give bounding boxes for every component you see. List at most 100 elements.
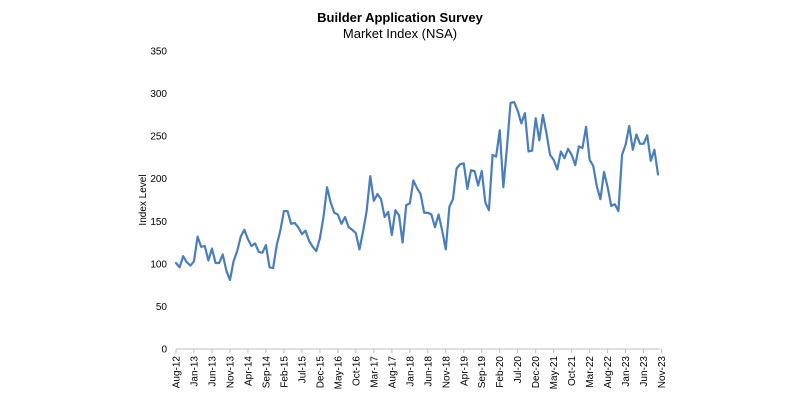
- data-point: [560, 150, 562, 152]
- data-point: [333, 212, 335, 214]
- data-point: [531, 149, 533, 151]
- data-point: [513, 101, 515, 103]
- x-tick-label: Jul-15: [297, 356, 308, 384]
- data-point: [646, 134, 648, 136]
- data-point: [387, 211, 389, 213]
- x-tick-label: May-21: [549, 356, 560, 390]
- data-point: [193, 260, 195, 262]
- x-tick-label: Mar-17: [369, 356, 380, 388]
- y-axis-label: Index Level: [138, 174, 149, 225]
- data-point: [552, 159, 554, 161]
- data-point: [520, 122, 522, 124]
- y-tick-label: 0: [161, 345, 167, 356]
- data-point: [204, 245, 206, 247]
- data-point: [265, 244, 267, 246]
- data-point: [610, 205, 612, 207]
- data-point: [329, 201, 331, 203]
- data-point: [369, 175, 371, 177]
- data-point: [452, 198, 454, 200]
- data-point: [200, 246, 202, 248]
- data-point: [549, 154, 551, 156]
- data-point: [570, 154, 572, 156]
- data-point: [535, 117, 537, 119]
- data-point: [459, 163, 461, 165]
- y-tick-label: 350: [150, 47, 167, 58]
- data-point: [254, 242, 256, 244]
- data-point: [466, 188, 468, 190]
- y-tick-label: 200: [150, 174, 167, 185]
- y-tick-label: 150: [150, 217, 167, 228]
- data-point: [214, 262, 216, 264]
- data-point: [196, 235, 198, 237]
- data-point: [315, 250, 317, 252]
- x-tick-label: Nov-13: [225, 356, 236, 389]
- data-point: [628, 125, 630, 127]
- data-point: [394, 209, 396, 211]
- data-point: [621, 154, 623, 156]
- chart-subtitle: Market Index (NSA): [343, 26, 457, 41]
- x-tick-label: Feb-15: [279, 356, 290, 388]
- data-point: [527, 150, 529, 152]
- data-point: [311, 246, 313, 248]
- x-tick-label: Jun-18: [423, 356, 434, 387]
- data-point: [243, 229, 245, 231]
- data-point: [419, 193, 421, 195]
- data-point: [373, 200, 375, 202]
- data-point: [283, 210, 285, 212]
- data-point: [509, 102, 511, 104]
- data-point: [358, 248, 360, 250]
- data-point: [401, 241, 403, 243]
- data-point: [380, 198, 382, 200]
- x-tick-label: Aug-17: [387, 356, 398, 389]
- data-point: [495, 155, 497, 157]
- data-point: [229, 279, 231, 281]
- data-point: [232, 260, 234, 262]
- x-tick-label: Oct-16: [351, 356, 362, 386]
- data-point: [484, 201, 486, 203]
- data-point: [186, 261, 188, 263]
- data-point: [624, 143, 626, 145]
- data-point: [427, 212, 429, 214]
- data-point: [455, 167, 457, 169]
- data-point: [434, 226, 436, 228]
- x-tick-label: Jan-23: [621, 356, 632, 387]
- data-point: [524, 112, 526, 114]
- data-point: [301, 233, 303, 235]
- x-tick-label: Nov-23: [657, 356, 668, 389]
- data-point: [351, 229, 353, 231]
- data-point: [639, 143, 641, 145]
- y-tick-label: 100: [150, 259, 167, 270]
- series-line-market-index: [174, 100, 660, 282]
- x-tick-label: Oct-21: [567, 356, 578, 386]
- data-point: [297, 226, 299, 228]
- data-point: [477, 184, 479, 186]
- data-point: [463, 162, 465, 164]
- data-point: [207, 259, 209, 261]
- data-point: [588, 159, 590, 161]
- data-point: [603, 171, 605, 173]
- x-tick-label: Dec-15: [315, 356, 326, 389]
- data-point: [614, 203, 616, 205]
- y-axis-ticks: 0 50 100 150 200 250 300 350: [150, 47, 167, 356]
- data-point: [340, 223, 342, 225]
- data-point: [286, 210, 288, 212]
- data-point: [430, 213, 432, 215]
- data-point: [279, 229, 281, 231]
- data-point: [488, 209, 490, 211]
- data-point: [517, 109, 519, 111]
- data-point: [585, 126, 587, 128]
- x-tick-label: Mar-22: [585, 356, 596, 388]
- data-point: [491, 154, 493, 156]
- data-point: [211, 247, 213, 249]
- x-tick-label: Nov-18: [441, 356, 452, 389]
- data-point: [268, 266, 270, 268]
- data-point: [326, 186, 328, 188]
- data-point: [337, 213, 339, 215]
- data-point: [499, 129, 501, 131]
- data-point: [567, 148, 569, 150]
- data-point: [319, 237, 321, 239]
- data-point: [574, 164, 576, 166]
- x-tick-label: Dec-20: [531, 356, 542, 389]
- data-point: [481, 170, 483, 172]
- data-point: [178, 266, 180, 268]
